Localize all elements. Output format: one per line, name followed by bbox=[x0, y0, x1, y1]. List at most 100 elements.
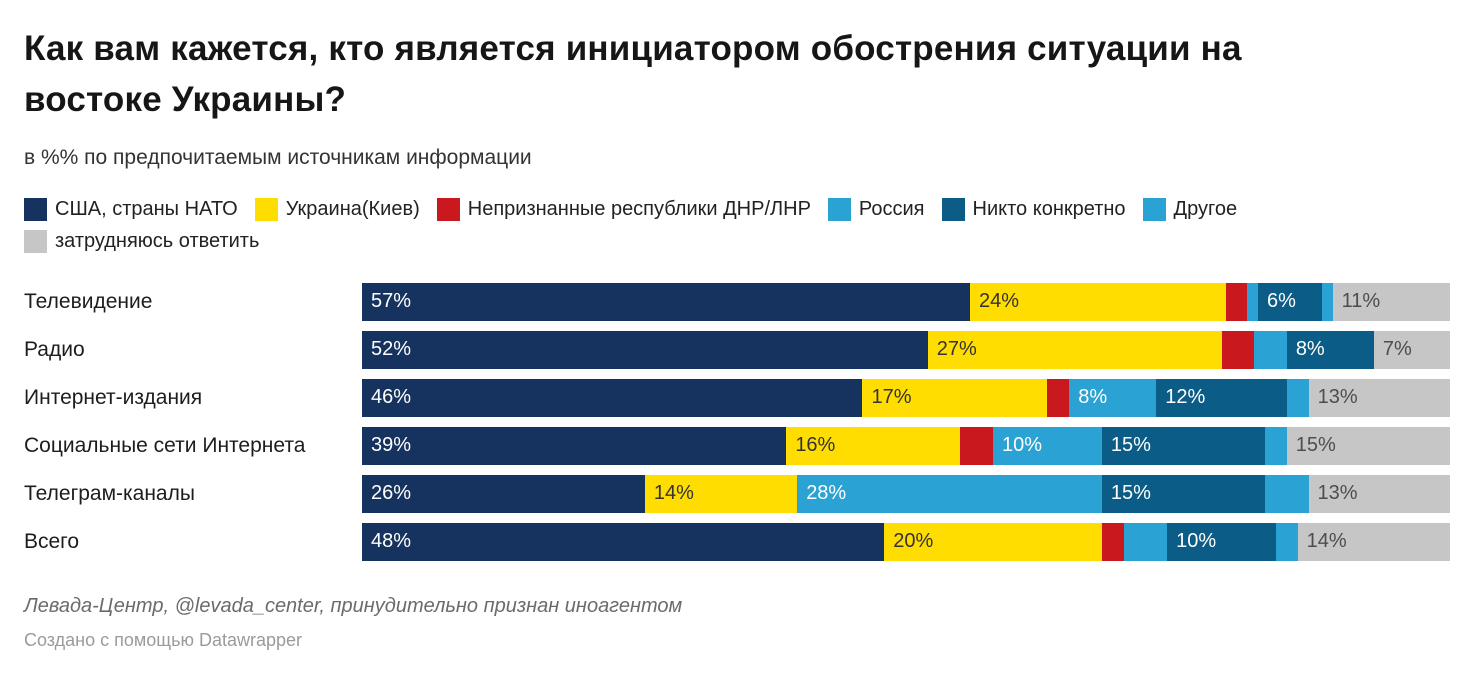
segment-value-label: 26% bbox=[371, 482, 412, 504]
segment-value-label: 8% bbox=[1295, 338, 1325, 360]
bar-segment bbox=[1101, 522, 1124, 561]
segment-value-label: 12% bbox=[1165, 386, 1206, 408]
bar-segment: 13% bbox=[1308, 474, 1450, 513]
bar-row: Социальные сети Интернета 39% 16% 10% 15% 15% bbox=[24, 426, 1450, 465]
bar-segment bbox=[1265, 474, 1309, 513]
legend-label: Непризнанные республики ДНР/ЛНР bbox=[467, 197, 811, 220]
segment-value-label: 15% bbox=[1110, 482, 1151, 504]
segment-value-label: 8% bbox=[1078, 386, 1108, 408]
legend: США, страны НАТО Украина(Киев) Непризнанны… bbox=[24, 197, 1450, 253]
bar-segment: 10% bbox=[1167, 522, 1276, 561]
segment-value-label: 14% bbox=[1306, 530, 1347, 552]
legend-label: Никто конкретно bbox=[972, 197, 1126, 220]
bar-segment: 15% bbox=[1286, 426, 1450, 465]
bar-segment bbox=[1123, 522, 1168, 561]
row-label: Социальные сети Интернета bbox=[24, 433, 306, 457]
legend-swatch bbox=[24, 197, 47, 221]
stacked-bar: 48% 20% 10% 14% bbox=[362, 522, 1450, 561]
bar-segment: 17% bbox=[862, 378, 1048, 417]
bar-segment: 8% bbox=[1069, 378, 1157, 417]
segment-value-label: 28% bbox=[806, 482, 847, 504]
bar-segment: 46% bbox=[362, 378, 863, 417]
chart-container: Как вам кажется, кто является инициаторо… bbox=[24, 29, 1451, 651]
legend-label: Россия bbox=[858, 197, 925, 220]
legend-item: Непризнанные республики ДНР/ЛНР bbox=[436, 197, 811, 221]
bar-row: Интернет-издания 46% 17% 8% 12% 13% bbox=[24, 378, 1451, 417]
legend-swatch bbox=[827, 197, 851, 221]
bar-segment bbox=[1247, 282, 1258, 321]
segment-value-label: 48% bbox=[371, 530, 412, 552]
segment-value-label: 57% bbox=[371, 290, 412, 312]
segment-value-label: 20% bbox=[893, 530, 934, 552]
segment-value-label: 27% bbox=[936, 338, 977, 360]
bar-segment bbox=[1226, 282, 1248, 321]
datawrapper-credit: Создано с помощью Datawrapper bbox=[24, 629, 303, 650]
row-label: Интернет-издания bbox=[24, 385, 203, 409]
row-label: Телеграм-каналы bbox=[24, 481, 195, 505]
bar-segment: 8% bbox=[1286, 330, 1374, 369]
bar-segment: 57% bbox=[362, 282, 970, 321]
bar-segment: 14% bbox=[1297, 522, 1450, 561]
stacked-bar: 46% 17% 8% 12% 13% bbox=[362, 378, 1451, 417]
chart-footer: Левада-Центр, @levada_center, принудител… bbox=[24, 595, 1450, 651]
bar-row: Телеграм-каналы 26% 14% 28% 15% 13% bbox=[24, 474, 1450, 513]
legend-item: Украина(Киев) bbox=[254, 197, 420, 221]
bar-segment: 6% bbox=[1258, 282, 1322, 321]
row-label: Всего bbox=[24, 529, 80, 553]
legend-swatch bbox=[24, 229, 47, 253]
bar-segment: 24% bbox=[970, 282, 1226, 321]
bar-segment: 15% bbox=[1101, 474, 1266, 513]
row-label: Радио bbox=[24, 337, 85, 361]
legend-label: Другое bbox=[1173, 197, 1238, 220]
bar-segment: 26% bbox=[362, 474, 645, 513]
bar-segment: 12% bbox=[1156, 378, 1287, 417]
bar-segment bbox=[1047, 378, 1070, 417]
legend-swatch bbox=[1142, 197, 1166, 221]
segment-value-label: 13% bbox=[1317, 386, 1358, 408]
stacked-bar: 39% 16% 10% 15% 15% bbox=[362, 426, 1450, 465]
source-note: Левада-Центр, @levada_center, принудител… bbox=[24, 594, 683, 617]
legend-label: Украина(Киев) bbox=[285, 197, 420, 220]
chart-title: Как вам кажется, кто является инициаторо… bbox=[24, 29, 1242, 119]
bar-segment: 28% bbox=[797, 474, 1102, 513]
segment-value-label: 14% bbox=[653, 482, 694, 504]
legend-label: США, страны НАТО bbox=[55, 197, 238, 220]
bar-segment: 14% bbox=[644, 474, 798, 513]
segment-value-label: 15% bbox=[1295, 434, 1336, 456]
segment-value-label: 52% bbox=[371, 338, 412, 360]
bar-segment: 52% bbox=[362, 330, 928, 369]
bar-segment bbox=[960, 426, 994, 465]
stacked-bar-chart: Телевидение 57% 24% 6% 11% Радио 52% 27% 8% 7% Инт… bbox=[24, 282, 1451, 561]
segment-value-label: 39% bbox=[371, 434, 412, 456]
bar-segment bbox=[1265, 426, 1287, 465]
legend-label: затрудняюсь ответить bbox=[55, 229, 260, 252]
bar-segment: 7% bbox=[1373, 330, 1451, 369]
segment-value-label: 11% bbox=[1341, 290, 1381, 312]
segment-value-label: 17% bbox=[871, 386, 912, 408]
segment-value-label: 46% bbox=[371, 386, 412, 408]
legend-swatch bbox=[941, 197, 965, 221]
bar-segment: 16% bbox=[786, 426, 961, 465]
legend-item: затрудняюсь ответить bbox=[24, 229, 260, 253]
row-label: Телевидение bbox=[24, 289, 153, 313]
bar-row: Телевидение 57% 24% 6% 11% bbox=[24, 282, 1450, 321]
stacked-bar: 26% 14% 28% 15% 13% bbox=[362, 474, 1450, 513]
segment-value-label: 6% bbox=[1267, 290, 1296, 312]
bar-segment bbox=[1254, 330, 1287, 369]
legend-swatch bbox=[254, 197, 278, 221]
segment-value-label: 10% bbox=[1176, 530, 1217, 552]
bar-segment: 39% bbox=[362, 426, 787, 465]
bar-segment bbox=[1286, 378, 1309, 417]
bar-segment: 27% bbox=[927, 330, 1222, 369]
stacked-bar: 57% 24% 6% 11% bbox=[362, 282, 1450, 321]
bar-segment: 13% bbox=[1308, 378, 1451, 417]
segment-value-label: 15% bbox=[1110, 434, 1151, 456]
legend-item: Другое bbox=[1142, 197, 1238, 221]
bar-segment: 20% bbox=[884, 522, 1102, 561]
bar-segment bbox=[1275, 522, 1298, 561]
stacked-bar: 52% 27% 8% 7% bbox=[362, 330, 1451, 369]
segment-value-label: 10% bbox=[1002, 434, 1043, 456]
legend-item: Россия bbox=[827, 197, 925, 221]
bar-segment: 15% bbox=[1101, 426, 1266, 465]
bar-segment: 48% bbox=[362, 522, 885, 561]
